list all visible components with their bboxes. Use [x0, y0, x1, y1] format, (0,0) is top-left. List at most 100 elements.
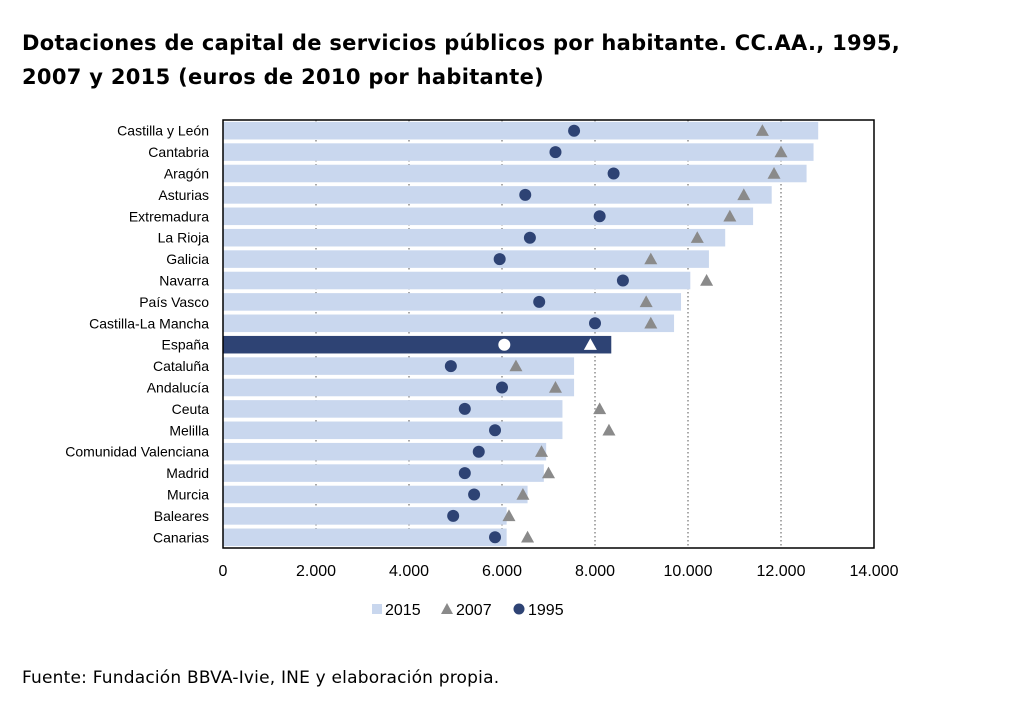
category-label: Comunidad Valenciana — [65, 444, 209, 460]
bar-2015 — [223, 250, 709, 268]
bar-2015 — [223, 507, 507, 525]
bar-2015 — [223, 421, 563, 440]
marker-1995 — [458, 402, 471, 415]
bar-2015 — [223, 186, 772, 204]
bar-2015 — [223, 143, 814, 161]
marker-2007 — [542, 466, 555, 479]
marker-1995 — [489, 424, 502, 437]
marker-2007 — [602, 423, 616, 436]
bar-2015 — [223, 335, 612, 354]
gridlines — [315, 120, 782, 548]
marker-2007 — [774, 145, 788, 158]
marker-1995 — [496, 381, 508, 394]
marker-1995 — [498, 338, 511, 351]
marker-1995 — [616, 274, 629, 287]
category-label: Asturias — [158, 187, 209, 203]
category-label: Castilla-La Mancha — [89, 315, 209, 331]
marker-1995 — [458, 467, 471, 480]
x-tick-label: 10.000 — [664, 563, 713, 580]
marker-2007 — [690, 231, 704, 243]
category-label: Navarra — [159, 273, 209, 289]
marker-2007 — [548, 381, 562, 393]
bar-2015 — [223, 164, 807, 183]
marker-1995 — [444, 360, 457, 373]
bar-2015 — [223, 378, 575, 397]
marker-1995 — [607, 167, 620, 180]
x-tick-label: 12.000 — [757, 563, 806, 580]
legend-swatch-1995 — [513, 603, 525, 615]
marker-1995 — [589, 317, 601, 330]
chart-title-line-1: Dotaciones de capital de servicios públi… — [22, 31, 901, 55]
marker-1995 — [523, 231, 536, 244]
marker-1995 — [549, 146, 562, 159]
marker-2007 — [639, 295, 653, 308]
marker-2007 — [644, 252, 658, 265]
category-label: Castilla y León — [117, 123, 209, 139]
marker-2007 — [535, 445, 549, 457]
category-label: Madrid — [166, 465, 209, 481]
marker-2007 — [509, 359, 523, 372]
legend-swatch-2007 — [441, 603, 453, 614]
x-tick-label: 4.000 — [389, 563, 429, 580]
marker-2007 — [516, 488, 530, 500]
category-label: Baleares — [154, 508, 209, 524]
bar-2015 — [223, 485, 528, 504]
bar-2015 — [223, 293, 682, 311]
legend-label-1995: 1995 — [528, 602, 564, 619]
category-label: Aragón — [164, 166, 209, 182]
plot-frame — [222, 119, 875, 549]
source-note: Fuente: Fundación BBVA-Ivie, INE y elabo… — [22, 668, 500, 688]
category-label: Galicia — [166, 251, 209, 267]
category-label: Cantabria — [148, 144, 209, 160]
bar-2015 — [223, 207, 754, 226]
category-label: Murcia — [167, 487, 209, 503]
marker-2007 — [723, 209, 737, 222]
bar-2015 — [223, 228, 726, 247]
x-tick-label: 14.000 — [850, 563, 899, 580]
chart-title: Dotaciones de capital de servicios públi… — [22, 26, 997, 94]
marker-2007 — [583, 338, 597, 350]
bar-2015 — [223, 442, 547, 461]
legend-label-2007: 2007 — [456, 602, 492, 619]
marker-1995 — [533, 295, 546, 308]
legend-swatch-2015 — [372, 604, 382, 614]
category-label: Canarias — [153, 529, 209, 545]
markers — [444, 124, 788, 544]
category-label: País Vasco — [139, 294, 209, 310]
marker-1995 — [468, 488, 481, 501]
category-label: Cataluña — [153, 358, 209, 374]
x-tick-label: 8.000 — [575, 563, 615, 580]
marker-2007 — [767, 167, 781, 179]
legend: 2015 2007 1995 — [372, 602, 564, 619]
category-label: España — [162, 337, 210, 353]
marker-1995 — [472, 445, 485, 458]
bar-2015 — [223, 314, 675, 333]
bar-2015 — [223, 271, 691, 290]
category-label: Ceuta — [172, 401, 210, 417]
x-axis-ticks: 0 2.000 4.000 6.000 8.000 10.000 12.000 14.000 — [219, 563, 899, 580]
bar-2015 — [223, 528, 507, 547]
bar-chart: Castilla y León Cantabria Aragón Asturias Ex… — [65, 119, 899, 619]
category-label: La Rioja — [158, 230, 210, 246]
marker-1995 — [519, 188, 532, 201]
marker-1995 — [568, 124, 581, 137]
marker-2007 — [593, 402, 607, 415]
category-labels: Castilla y León Cantabria Aragón Asturias Ex… — [65, 123, 209, 546]
chart-title-line-2: 2007 y 2015 (euros de 2010 por habitante… — [22, 65, 545, 89]
category-label: Extremadura — [129, 208, 209, 224]
bar-2015 — [223, 464, 544, 482]
marker-1995 — [447, 509, 460, 522]
marker-2007 — [521, 530, 535, 543]
marker-2007 — [502, 509, 516, 522]
marker-2007 — [644, 316, 658, 329]
marker-2007 — [700, 274, 714, 286]
category-label: Melilla — [169, 422, 209, 438]
bar-2015 — [223, 121, 819, 140]
marker-2007 — [755, 124, 769, 136]
marker-1995 — [489, 531, 502, 544]
marker-1995 — [493, 253, 506, 266]
marker-1995 — [593, 210, 606, 223]
bar-2015 — [223, 357, 575, 375]
legend-label-2015: 2015 — [385, 602, 421, 619]
x-tick-label: 6.000 — [482, 563, 522, 580]
